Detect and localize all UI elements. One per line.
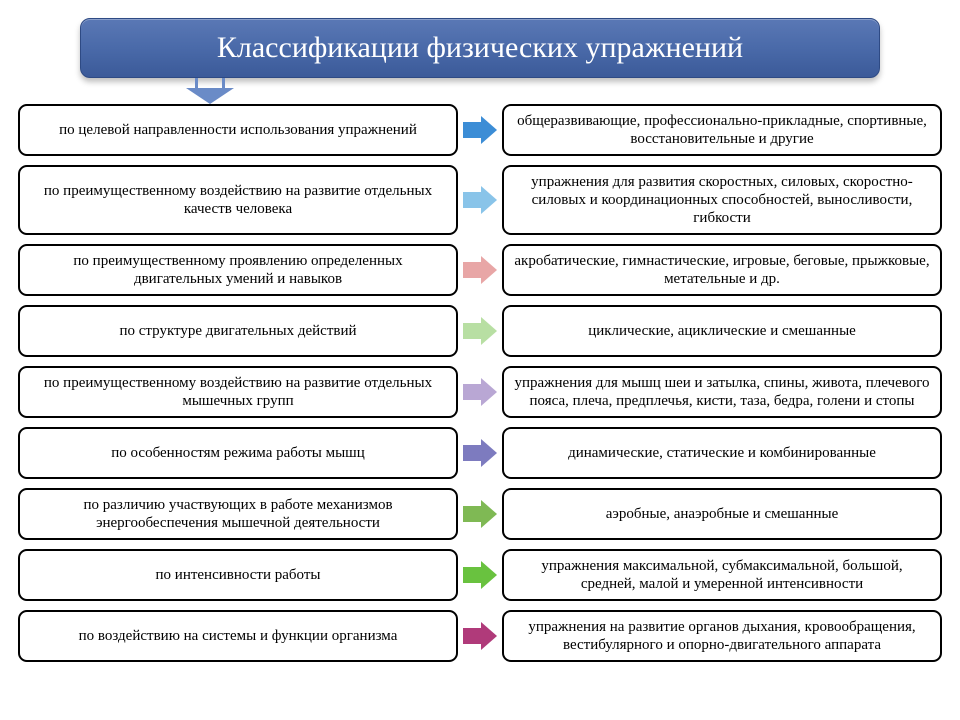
criterion-cell: по интенсивности работы [18, 549, 458, 601]
arrow-icon [458, 610, 502, 662]
examples-cell: упражнения на развитие органов дыхания, … [502, 610, 942, 662]
examples-cell: циклические, ациклические и смешанные [502, 305, 942, 357]
criterion-cell: по воздействию на системы и функции орга… [18, 610, 458, 662]
examples-cell: упражнения максимальной, субмаксимальной… [502, 549, 942, 601]
criterion-cell: по структуре двигательных действий [18, 305, 458, 357]
classification-row: по целевой направленности использования … [18, 104, 942, 156]
criterion-cell: по различию участвующих в работе механиз… [18, 488, 458, 540]
criterion-cell: по преимущественному воздействию на разв… [18, 165, 458, 235]
arrow-icon [458, 305, 502, 357]
criterion-cell: по особенностям режима работы мышц [18, 427, 458, 479]
classification-row: по преимущественному воздействию на разв… [18, 165, 942, 235]
arrow-icon [458, 104, 502, 156]
criterion-cell: по преимущественному воздействию на разв… [18, 366, 458, 418]
classification-row: по особенностям режима работы мышц динами… [18, 427, 942, 479]
arrow-icon [458, 366, 502, 418]
criterion-cell: по целевой направленности использования … [18, 104, 458, 156]
down-arrow-icon [186, 78, 234, 104]
arrow-icon [458, 427, 502, 479]
examples-cell: упражнения для развития скоростных, сило… [502, 165, 942, 235]
classification-row: по интенсивности работы упражнения максим… [18, 549, 942, 601]
arrow-icon [458, 165, 502, 235]
classification-row: по различию участвующих в работе механиз… [18, 488, 942, 540]
arrow-icon [458, 244, 502, 296]
criterion-cell: по преимущественному проявлению определе… [18, 244, 458, 296]
examples-cell: аэробные, анаэробные и смешанные [502, 488, 942, 540]
classification-row: по преимущественному воздействию на разв… [18, 366, 942, 418]
page-title: Классификации физических упражнений [80, 18, 880, 78]
examples-cell: общеразвивающие, профессионально-приклад… [502, 104, 942, 156]
examples-cell: динамические, статические и комбинирован… [502, 427, 942, 479]
classification-rows: по целевой направленности использования … [0, 78, 960, 662]
classification-row: по структуре двигательных действий циклич… [18, 305, 942, 357]
classification-row: по преимущественному проявлению определе… [18, 244, 942, 296]
examples-cell: акробатические, гимнастические, игровые,… [502, 244, 942, 296]
examples-cell: упражнения для мышц шеи и затылка, спины… [502, 366, 942, 418]
arrow-icon [458, 549, 502, 601]
classification-row: по воздействию на системы и функции орга… [18, 610, 942, 662]
arrow-icon [458, 488, 502, 540]
